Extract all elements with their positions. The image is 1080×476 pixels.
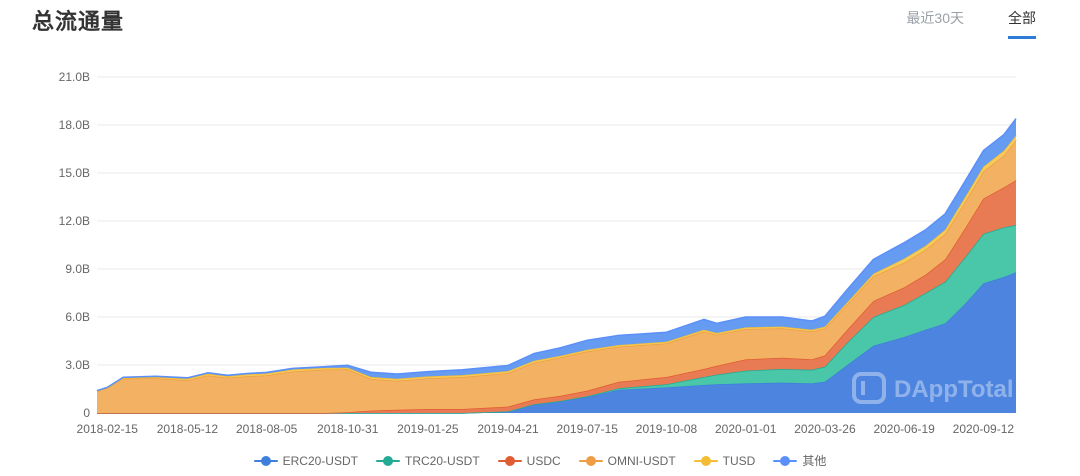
x-axis-tick-label: 2018-02-15 <box>77 422 139 436</box>
x-axis-tick-label: 2020-06-19 <box>873 422 935 436</box>
legend-label: OMNI-USDT <box>607 453 676 468</box>
legend-item-TUSD[interactable]: TUSD <box>693 453 756 468</box>
x-axis-tick-label: 2018-08-05 <box>236 422 298 436</box>
legend-item-USDC[interactable]: USDC <box>497 453 561 468</box>
watermark-logo-icon <box>852 372 886 404</box>
legend-marker-icon <box>578 455 603 466</box>
y-axis-tick-label: 9.0B <box>65 262 90 276</box>
y-axis-tick-label: 15.0B <box>59 166 90 180</box>
y-axis-tick-label: 6.0B <box>65 310 90 324</box>
x-axis-tick-label: 2020-01-01 <box>715 422 777 436</box>
area-ERC20-USDT <box>97 272 1016 413</box>
x-axis-tick-label: 2019-10-08 <box>636 422 698 436</box>
legend-marker-icon <box>497 455 522 466</box>
watermark-logo-bar <box>861 381 865 395</box>
y-axis-tick-label: 0 <box>83 406 90 420</box>
legend-item-ERC20-USDT[interactable]: ERC20-USDT <box>253 453 358 468</box>
legend-marker-icon <box>773 455 798 466</box>
tab-all[interactable]: 全部 <box>1008 8 1036 39</box>
legend-label: 其他 <box>802 454 827 468</box>
tab-recent-30-days[interactable]: 最近30天 <box>906 10 964 26</box>
page-title: 总流通量 <box>32 9 125 34</box>
legend-item-其他[interactable]: 其他 <box>773 452 826 469</box>
legend-item-TRC20-USDT[interactable]: TRC20-USDT <box>375 453 480 468</box>
y-axis-tick-label: 3.0B <box>65 358 90 372</box>
legend-label: USDC <box>526 453 561 468</box>
legend-label: TUSD <box>722 453 756 468</box>
chart-legend: ERC20-USDT TRC20-USDT USDC OMNI-USDT TUSD 其他 <box>0 452 1080 469</box>
x-axis-tick-label: 2020-03-26 <box>794 422 856 436</box>
x-axis-tick-label: 2020-09-12 <box>953 422 1015 436</box>
x-axis-tick-label: 2019-01-25 <box>397 422 459 436</box>
y-axis-tick-label: 18.0B <box>59 118 90 132</box>
watermark: DAppTotal <box>852 372 1014 404</box>
y-axis-tick-label: 21.0B <box>59 70 90 84</box>
area-其他 <box>97 118 1016 392</box>
legend-marker-icon <box>253 455 278 466</box>
range-tabs: 最近30天 全部 <box>906 8 1036 39</box>
x-axis-tick-label: 2019-04-21 <box>477 422 539 436</box>
legend-item-OMNI-USDT[interactable]: OMNI-USDT <box>578 453 676 468</box>
legend-marker-icon <box>693 455 718 466</box>
y-axis-tick-label: 12.0B <box>59 214 90 228</box>
legend-label: ERC20-USDT <box>282 453 358 468</box>
area-OMNI-USDT <box>97 140 1016 413</box>
legend-marker-icon <box>375 455 400 466</box>
x-axis-tick-label: 2019-07-15 <box>557 422 619 436</box>
legend-label: TRC20-USDT <box>404 453 480 468</box>
x-axis-tick-label: 2018-10-31 <box>317 422 379 436</box>
x-axis-tick-label: 2018-05-12 <box>157 422 219 436</box>
watermark-text: DAppTotal <box>894 376 1014 403</box>
area-line-其他 <box>96 118 1017 392</box>
